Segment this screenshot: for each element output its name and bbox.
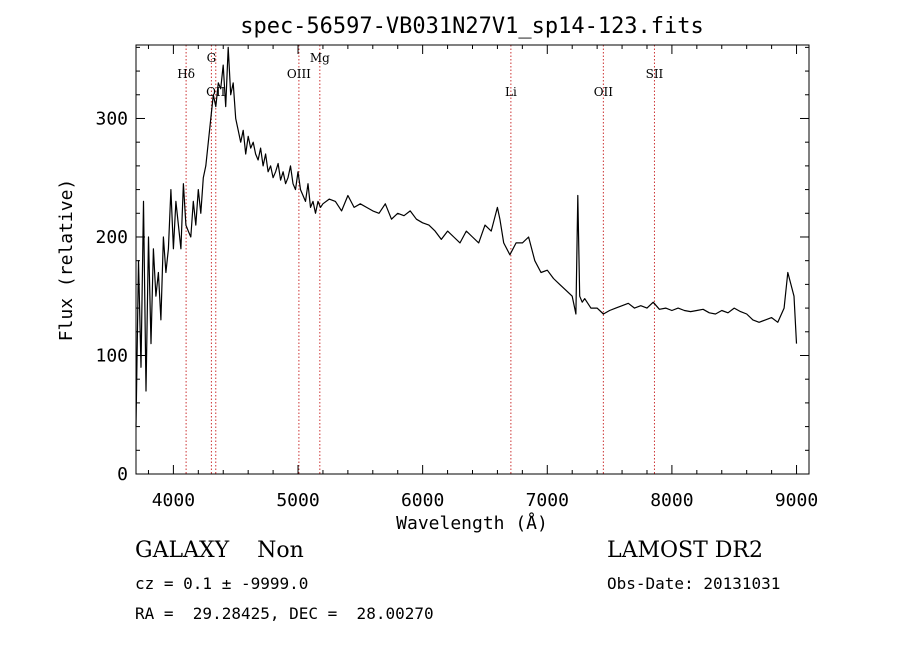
x-tick-label-5: 9000 [775,490,818,511]
y-tick-label-0: 0 [117,464,128,485]
line-label-2: OII [206,85,226,99]
x-tick-label-1: 5000 [276,490,319,511]
line-label-1: G [207,51,217,65]
y-axis-label: Flux (relative) [56,179,77,342]
redshift-readout: cz = 0.1 ± -9999.0 [135,574,309,593]
x-tick-label-4: 8000 [650,490,693,511]
spectrum-line-0 [135,46,798,427]
line-label-4: Mg [310,51,330,65]
line-label-7: SII [646,67,664,81]
chart-title: spec-56597-VB031N27V1_sp14-123.fits [240,14,704,39]
y-tick-label-3: 300 [95,108,128,129]
line-label-6: OII [594,85,614,99]
y-tick-label-1: 100 [95,345,128,366]
line-label-5: Li [505,85,517,99]
x-axis-label: Wavelength (Å) [396,512,548,534]
x-tick-label-0: 4000 [152,490,195,511]
line-label-3: OIII [287,67,311,81]
x-tick-label-3: 7000 [526,490,569,511]
y-axis: 0 100 200 300 [95,46,809,485]
observation-date: Obs-Date: 20131031 [607,574,781,593]
y-tick-label-2: 200 [95,227,128,248]
object-class: GALAXY Non [135,538,304,563]
spectral-line-markers: Hδ G OII OIII Mg Li OII SII [177,45,664,474]
x-tick-label-2: 6000 [401,490,444,511]
x-axis: 4000 5000 6000 7000 8000 9000 [147,45,818,511]
survey-name: LAMOST DR2 [607,538,763,563]
plot-frame [135,44,810,475]
spectrum-series [135,46,798,427]
coordinates-readout: RA = 29.28425, DEC = 28.00270 [135,604,434,623]
line-label-0: Hδ [177,67,195,81]
